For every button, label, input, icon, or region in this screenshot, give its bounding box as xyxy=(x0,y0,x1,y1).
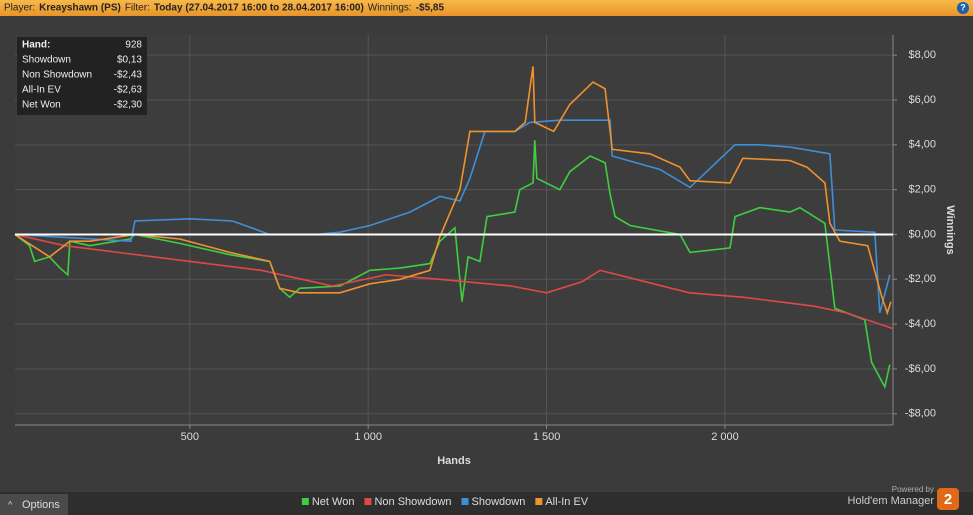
x-tick-label: 1 000 xyxy=(354,431,382,443)
y-axis-label: Winnings xyxy=(944,205,956,254)
help-button[interactable] xyxy=(957,2,969,14)
options-button[interactable] xyxy=(0,494,68,515)
y-tick-label: -$6,00 xyxy=(905,363,936,375)
legend-item: Net Won xyxy=(301,496,355,508)
tooltip-label: Non Showdown xyxy=(22,70,92,81)
y-tick-label: $0,00 xyxy=(908,228,936,240)
tooltip-label: Showdown xyxy=(22,55,71,66)
filter: Today (27.04.2017 16:00 to 28.04.2017 16… xyxy=(154,3,364,14)
footer-bar xyxy=(0,492,973,515)
powered-by: Powered by xyxy=(892,485,934,494)
legend-swatch xyxy=(461,498,469,505)
legend: Net Won Non Showdown Showdown All-In EV xyxy=(301,496,589,508)
options-label[interactable]: Options xyxy=(22,499,60,511)
x-tick-label: 500 xyxy=(181,431,199,443)
legend-item: All-In EV xyxy=(535,496,589,508)
y-tick-label: -$4,00 xyxy=(905,318,936,330)
series-line xyxy=(14,233,894,330)
y-tick-label: -$8,00 xyxy=(905,408,936,420)
legend-label: All-In EV xyxy=(545,496,588,508)
legend-label: Showdown xyxy=(472,496,526,508)
x-axis-label: Hands xyxy=(437,455,471,467)
winnings-label: Winnings: xyxy=(368,3,412,14)
tooltip-value: 928 xyxy=(125,40,142,51)
tooltip-box xyxy=(17,37,147,115)
legend-label: Non Showdown xyxy=(374,496,451,508)
legend-label: Net Won xyxy=(312,496,355,508)
plot: $8,00 $6,00 $4,00 $2,00 $0,00 -$2,00 -$4,00 -$6… xyxy=(14,35,956,467)
help-icon[interactable]: ? xyxy=(960,2,966,12)
x-tick-label: 2 000 xyxy=(711,431,739,443)
legend-swatch xyxy=(364,498,372,505)
legend-swatch xyxy=(535,498,543,505)
y-tick-label: $2,00 xyxy=(908,184,936,196)
tooltip-label: Hand: xyxy=(22,40,50,51)
player: Kreayshawn (PS) xyxy=(39,3,121,14)
header-bar xyxy=(0,0,973,16)
y-tick-label: -$2,00 xyxy=(905,273,936,285)
series-line xyxy=(14,66,892,316)
header: Player: Kreayshawn (PS) Filter: Today (2… xyxy=(0,0,973,16)
y-tick-label: $6,00 xyxy=(908,94,936,106)
brand: Hold'em Manager xyxy=(848,495,935,507)
y-tick-label: $4,00 xyxy=(908,139,936,151)
logo xyxy=(937,488,959,510)
filter-label: Filter: xyxy=(125,3,150,14)
winnings: -$5,85 xyxy=(416,3,445,14)
tooltip-value: -$2,43 xyxy=(114,70,143,81)
x-tick-label: 1 500 xyxy=(533,431,561,443)
legend-swatch xyxy=(301,498,309,505)
tooltip-value: $0,13 xyxy=(117,55,142,66)
tooltip-value: -$2,30 xyxy=(114,100,143,111)
tooltip: Hand: 928 Showdown $0,13 Non Showdown -$2,43 A… xyxy=(22,40,142,111)
legend-item: Non Showdown xyxy=(364,496,452,508)
logo-text: 2 xyxy=(944,491,952,508)
legend-item: Showdown xyxy=(461,496,526,508)
options-arrow[interactable]: ^ xyxy=(8,499,13,509)
tooltip-label: All-In EV xyxy=(22,85,61,96)
y-tick-label: $8,00 xyxy=(908,49,936,61)
tooltip-label: Net Won xyxy=(22,100,61,111)
player-label: Player: xyxy=(4,3,35,14)
tooltip-value: -$2,63 xyxy=(114,85,143,96)
